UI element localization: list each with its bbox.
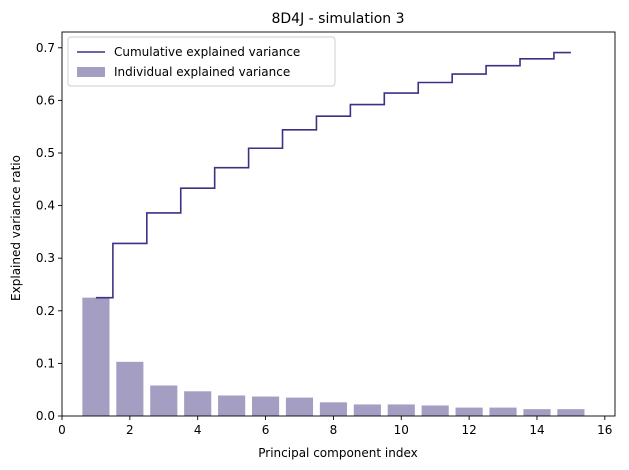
- y-tick-label-0.4: 0.4: [36, 199, 55, 213]
- x-tick-label-12: 12: [461, 423, 476, 437]
- bar-pc-9: [353, 404, 381, 416]
- bar-pc-4: [184, 391, 212, 416]
- legend-box: [67, 36, 336, 87]
- x-tick-label-6: 6: [262, 423, 270, 437]
- bar-pc-5: [218, 395, 246, 416]
- y-tick-label-0.5: 0.5: [36, 146, 55, 160]
- bar-pc-6: [251, 396, 280, 416]
- bar-pc-3: [150, 385, 178, 416]
- x-tick-label-14: 14: [529, 423, 544, 437]
- bar-pc-8: [319, 402, 347, 416]
- y-tick-label-0.2: 0.2: [36, 304, 55, 318]
- x-tick-label-10: 10: [394, 423, 409, 437]
- y-tick-label-0.0: 0.0: [36, 409, 55, 423]
- y-tick-label-0.1: 0.1: [36, 356, 55, 370]
- y-axis-label: Explained variance ratio: [9, 155, 23, 301]
- x-tick-label-0: 0: [58, 423, 66, 437]
- y-tick-label-0.6: 0.6: [36, 93, 55, 107]
- bar-pc-10: [387, 404, 415, 416]
- bar-pc-14: [523, 409, 551, 416]
- x-tick-label-16: 16: [597, 423, 612, 437]
- x-tick-label-4: 4: [194, 423, 202, 437]
- bar-pc-12: [455, 407, 483, 416]
- bar-pc-1: [82, 297, 110, 416]
- y-tick-label-0.7: 0.7: [36, 41, 55, 55]
- x-tick-label-2: 2: [126, 423, 134, 437]
- x-axis-label: Principal component index: [258, 446, 417, 460]
- bar-pc-15: [557, 409, 585, 416]
- bar-pc-7: [285, 397, 314, 416]
- bar-pc-2: [116, 361, 144, 416]
- bar-pc-13: [489, 407, 517, 416]
- legend-label-cumulative: Cumulative explained variance: [114, 45, 300, 59]
- legend-label-individual: Individual explained variance: [114, 65, 290, 79]
- cumulative-step-line: [95, 51, 571, 299]
- y-tick-label-0.3: 0.3: [36, 251, 55, 265]
- x-tick-label-8: 8: [330, 423, 338, 437]
- chart-title: 8D4J - simulation 3: [271, 11, 404, 27]
- bar-pc-11: [421, 405, 449, 416]
- plot-area: 0 2 4 6 8 10 12 14 16 0.0 0.1 0.2 0.3 0.4 0.5 0.6 0.7: [36, 31, 616, 437]
- legend: Cumulative explained variance Individual …: [67, 36, 336, 87]
- axes-frame: [61, 31, 616, 417]
- legend-swatch-individual: [77, 67, 105, 77]
